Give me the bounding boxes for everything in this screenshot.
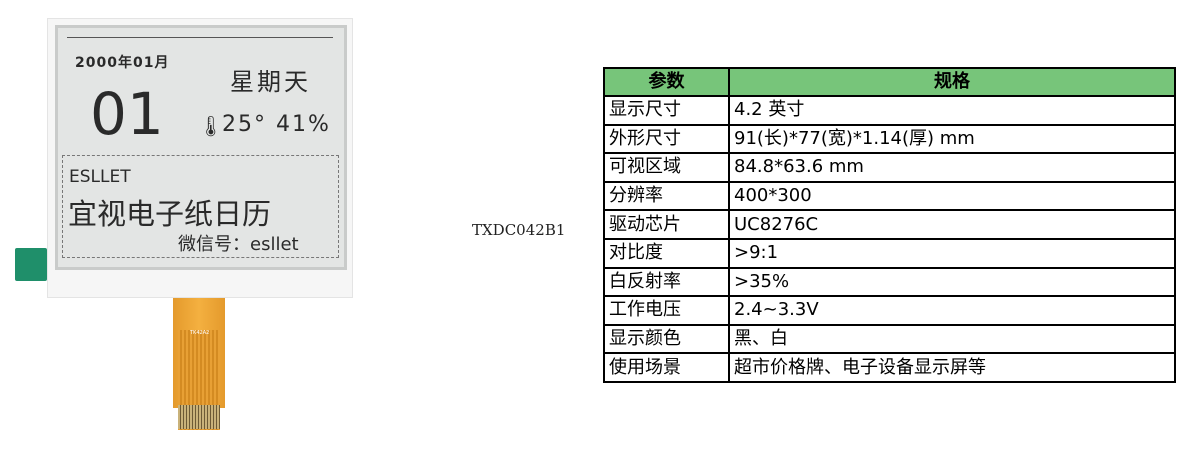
spec-value: UC8276C: [728, 209, 1176, 240]
table-row: 显示颜色 黑、白: [603, 323, 1176, 355]
calendar-title: 宜视电子纸日历: [68, 197, 272, 231]
param-name: 白反射率: [603, 266, 730, 298]
spec-value: 91(长)*77(宽)*1.14(厚) mm: [728, 123, 1176, 155]
table-row: 外形尺寸 91(长)*77(宽)*1.14(厚) mm: [603, 123, 1176, 155]
spec-value: 超市价格牌、电子设备显示屏等: [728, 352, 1176, 383]
epaper-screen: [55, 25, 347, 270]
spec-table: 参数 规格 显示尺寸 4.2 英寸 外形尺寸 91(长)*77(宽)*1.14(厚) …: [603, 67, 1176, 383]
spec-value: 4.2 英寸: [728, 95, 1176, 126]
table-row: 分辨率 400*300: [603, 180, 1176, 212]
param-name: 显示尺寸: [603, 95, 730, 126]
param-name: 外形尺寸: [603, 123, 730, 155]
green-protective-tab: [15, 248, 47, 281]
spec-value: 2.4~3.3V: [728, 295, 1176, 326]
spec-value: 84.8*63.6 mm: [728, 152, 1176, 183]
param-name: 使用场景: [603, 352, 730, 383]
table-row: 驱动芯片 UC8276C: [603, 209, 1176, 240]
spec-value: >9:1: [728, 237, 1176, 269]
temp-humidity: 25° 41%: [222, 112, 331, 137]
table-row: 白反射率 >35%: [603, 266, 1176, 298]
header-param: 参数: [603, 67, 730, 97]
model-number: TXDC042B1: [472, 221, 566, 239]
param-name: 可视区域: [603, 152, 730, 183]
brand-text: ESLLET: [69, 167, 131, 187]
flex-connector: [178, 405, 220, 429]
table-row: 工作电压 2.4~3.3V: [603, 295, 1176, 326]
table-row: 可视区域 84.8*63.6 mm: [603, 152, 1176, 183]
table-row: 使用场景 超市价格牌、电子设备显示屏等: [603, 352, 1176, 383]
table-row: 对比度 >9:1: [603, 237, 1176, 269]
dashed-box: [62, 155, 339, 258]
day-number: 01: [90, 80, 164, 148]
param-name: 显示颜色: [603, 323, 730, 355]
spec-value: 黑、白: [728, 323, 1176, 355]
divider: [67, 37, 333, 38]
weekday: 星期天: [230, 68, 311, 96]
header-spec: 规格: [728, 67, 1176, 97]
thermometer-icon: 🌡: [198, 114, 224, 138]
param-name: 对比度: [603, 237, 730, 269]
param-name: 分辨率: [603, 180, 730, 212]
table-header: 参数 规格: [603, 67, 1176, 97]
flex-cable-label: TK42A2: [190, 330, 210, 336]
spec-value: >35%: [728, 266, 1176, 298]
param-name: 工作电压: [603, 295, 730, 326]
table-row: 显示尺寸 4.2 英寸: [603, 95, 1176, 126]
year-month: 2000年01月: [75, 55, 170, 71]
param-name: 驱动芯片: [603, 209, 730, 240]
wechat-id: 微信号：esllet: [178, 234, 299, 255]
spec-value: 400*300: [728, 180, 1176, 212]
